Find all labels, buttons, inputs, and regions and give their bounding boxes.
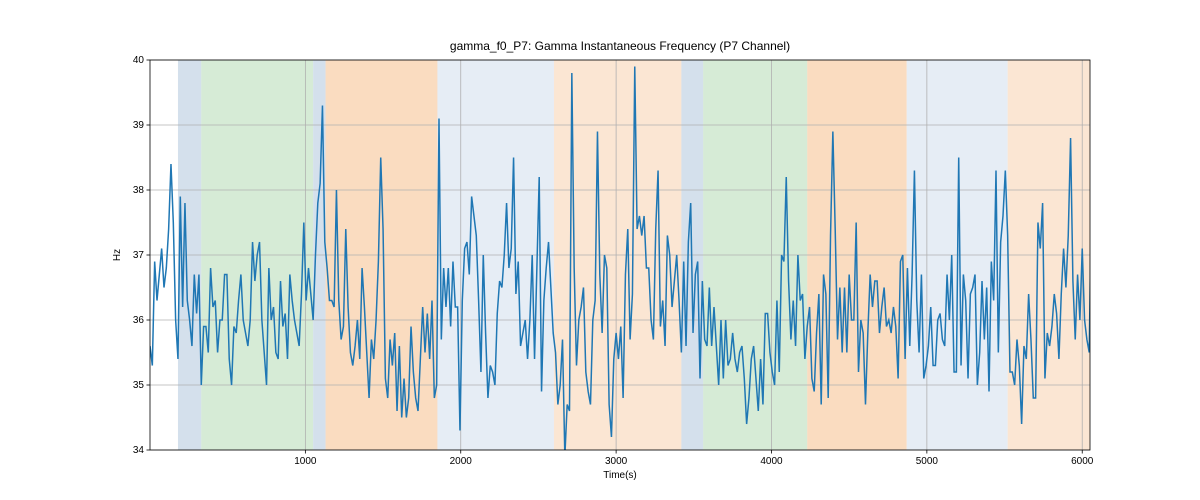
x-tick-label: 4000 xyxy=(760,456,783,467)
y-axis: 34 35 36 37 38 39 40 xyxy=(133,55,150,456)
y-tick-label: 37 xyxy=(133,250,145,261)
x-axis-label: Time(s) xyxy=(603,470,637,481)
chart-title: gamma_f0_P7: Gamma Instantaneous Frequen… xyxy=(450,39,790,53)
y-tick-label: 38 xyxy=(133,185,145,196)
y-tick-label: 39 xyxy=(133,120,145,131)
x-tick-label: 6000 xyxy=(1071,456,1094,467)
y-axis-label: Hz xyxy=(112,249,123,261)
x-tick-label: 2000 xyxy=(450,456,473,467)
x-tick-label: 3000 xyxy=(605,456,628,467)
x-axis: 1000 2000 3000 4000 5000 6000 xyxy=(294,450,1094,467)
chart-svg: 1000 2000 3000 4000 5000 6000 34 35 36 37 38 39 40 Ti… xyxy=(0,0,1200,500)
y-tick-label: 35 xyxy=(133,380,145,391)
x-tick-label: 5000 xyxy=(916,456,939,467)
y-tick-label: 36 xyxy=(133,315,145,326)
x-tick-label: 1000 xyxy=(294,456,317,467)
y-tick-label: 34 xyxy=(133,445,145,456)
y-tick-label: 40 xyxy=(133,55,145,66)
chart-container: 1000 2000 3000 4000 5000 6000 34 35 36 37 38 39 40 Ti… xyxy=(0,0,1200,500)
